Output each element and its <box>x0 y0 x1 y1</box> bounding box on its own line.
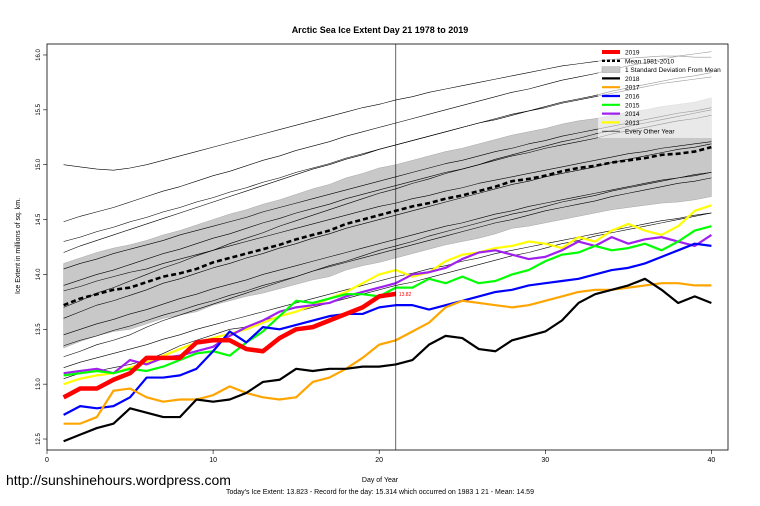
y-tick-label: 15.0 <box>36 158 42 170</box>
other-year-line <box>63 143 712 319</box>
series-line-2013 <box>63 204 712 386</box>
other-year-line <box>63 141 712 292</box>
other-year-line <box>63 212 712 379</box>
x-axis-label: Day of Year <box>362 477 399 484</box>
legend-label: 2013 <box>625 120 640 127</box>
series-layer <box>62 145 712 443</box>
legend-label: Every Other Year <box>625 129 675 136</box>
x-tick-label: 30 <box>541 457 549 464</box>
other-year-line <box>63 172 712 336</box>
y-tick-label: 13.5 <box>36 323 42 335</box>
axes-layer: 13.82 0 10 20 30 40 12.5 13.0 13.5 14.0 14.5 15.0 15… <box>36 43 729 464</box>
x-tick-label: 40 <box>707 457 715 464</box>
other-year-line <box>63 177 712 347</box>
legend-label: 2018 <box>625 76 640 83</box>
x-tick-label: 0 <box>45 457 49 464</box>
y-tick-label: 15.5 <box>36 103 42 115</box>
mean-line <box>63 145 712 307</box>
legend-label: 2019 <box>625 50 640 57</box>
legend-label: 2015 <box>625 102 640 109</box>
x-tick-label: 10 <box>209 457 217 464</box>
legend-label: 1 Standard Deviation From Mean <box>625 67 721 74</box>
series-line-2015 <box>63 225 712 377</box>
chart-title: Arctic Sea Ice Extent Day 21 1978 to 201… <box>292 25 469 35</box>
y-tick-label: 14.5 <box>36 213 42 225</box>
legend-swatch <box>601 66 621 73</box>
series-line-2016 <box>63 242 712 416</box>
footer-credit[interactable]: http://sunshinehours.wordpress.com <box>6 472 231 488</box>
series-line-2018 <box>63 277 712 443</box>
x-tick-label: 20 <box>375 457 383 464</box>
legend-label: Mean 1981-2010 <box>625 58 675 65</box>
y-tick-label: 14.0 <box>36 268 42 280</box>
legend-label: 2014 <box>625 111 640 118</box>
y-axis-label: Ice Extent in millions of sq. km. <box>15 198 22 294</box>
legend-label: 2016 <box>625 94 640 101</box>
legend-label: 2017 <box>625 85 640 92</box>
y-tick-label: 13.0 <box>36 378 42 390</box>
marker-value-label: 13.82 <box>399 292 412 298</box>
series-line-2017 <box>63 282 712 425</box>
other-year-line <box>63 172 712 358</box>
y-tick-label: 16.0 <box>36 48 42 60</box>
other-year-line <box>63 212 712 368</box>
y-tick-label: 12.5 <box>36 433 42 445</box>
footer-note: Today's Ice Extent: 13.823 - Record for … <box>226 489 534 496</box>
plot-frame <box>46 43 729 451</box>
